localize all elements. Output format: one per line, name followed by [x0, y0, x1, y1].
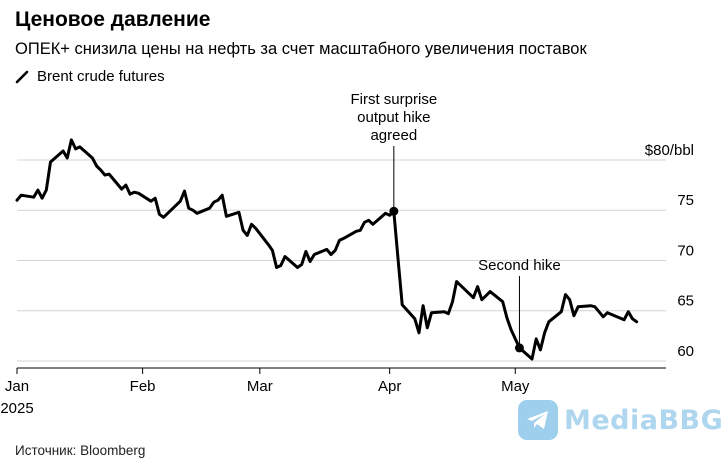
y-tick-label: 75: [677, 192, 694, 209]
watermark-text: MediaBBG: [564, 404, 724, 436]
annotation-label: First surprise: [350, 91, 437, 108]
annotation-label: Second hike: [478, 257, 561, 274]
annotation-marker: [389, 206, 399, 216]
x-tick-label: Jan: [5, 378, 29, 395]
legend-line-icon: [15, 70, 29, 83]
series-line-brent: [15, 138, 639, 361]
x-tick-sublabel: 2025: [0, 400, 33, 417]
legend-label: Brent crude futures: [37, 68, 165, 85]
x-tick-label: Feb: [130, 378, 156, 395]
y-tick-label: 60: [677, 343, 694, 360]
x-tick-label: May: [501, 378, 530, 395]
x-tick-label: Apr: [378, 378, 401, 395]
telegram-plane-icon: [518, 400, 558, 440]
y-tick-label: 70: [677, 242, 694, 259]
y-tick-label: $80/bbl: [645, 142, 694, 159]
chart-subtitle: ОПЕК+ снизила цены на нефть за счет масш…: [15, 40, 587, 58]
legend: Brent crude futures: [15, 68, 165, 85]
watermark: MediaBBG: [518, 400, 723, 440]
x-tick-label: Mar: [247, 378, 273, 395]
y-tick-label: 65: [677, 293, 694, 310]
source-note: Источник: Bloomberg: [15, 443, 146, 458]
annotation-label: output hike: [357, 109, 430, 126]
annotation-marker: [514, 343, 524, 353]
chart-title: Ценовое давление: [15, 8, 211, 31]
annotation-label: agreed: [370, 127, 417, 144]
